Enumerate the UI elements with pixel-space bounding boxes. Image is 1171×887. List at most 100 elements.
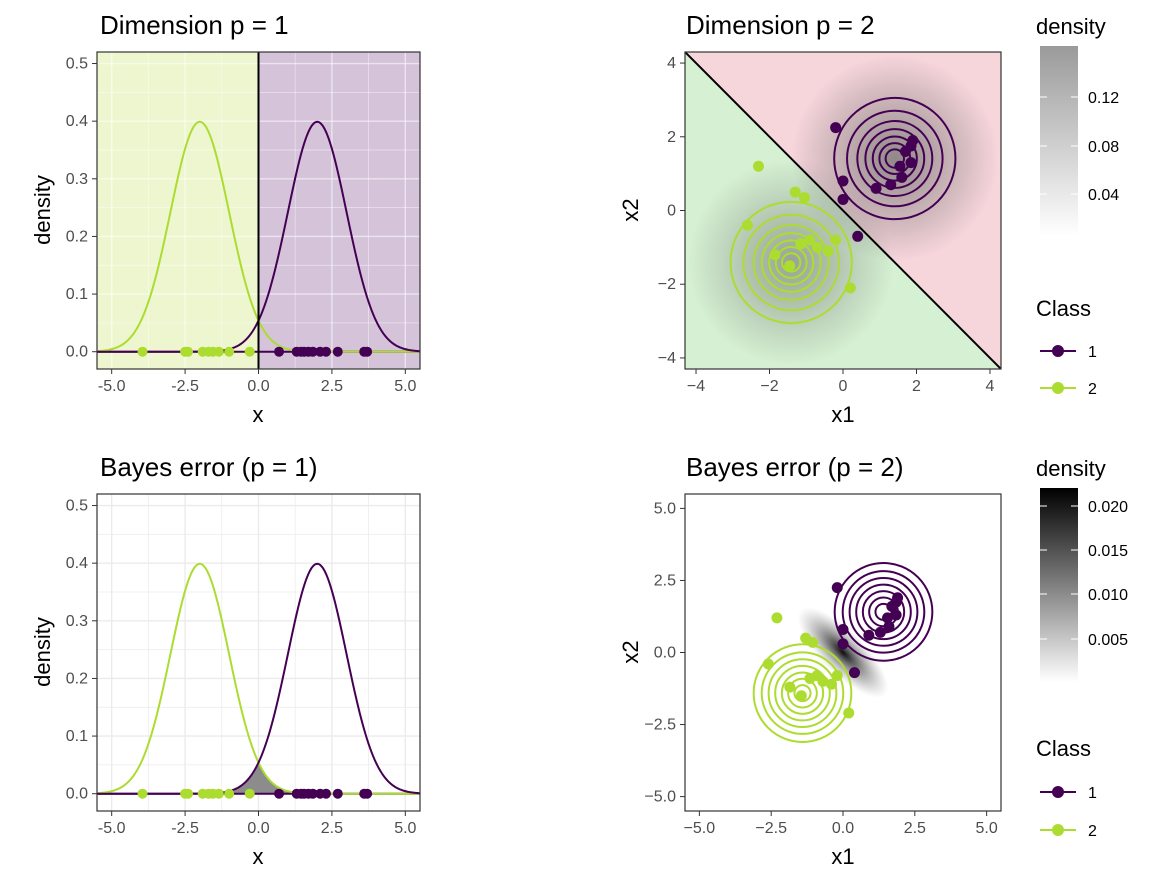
panel4-ticks: −5.0 −2.5 0.0 2.5 5.0 −5.0 −2.5 0.0 2.5 5.0 <box>644 500 997 837</box>
y-tick-label: 0.5 <box>66 56 88 73</box>
panel3-plot <box>97 562 420 799</box>
panel3-ticks: -5.0 -2.5 0.0 2.5 5.0 0.0 0.1 0.2 0.3 0.4 0.5 <box>66 498 417 837</box>
x-tick-label: −2.5 <box>755 820 787 837</box>
panel1-ticks: -5.0 -2.5 0.0 2.5 5.0 0.0 0.1 0.2 0.3 0.4 0.5 <box>66 56 417 395</box>
data-point-class1 <box>882 612 894 624</box>
colorbar1-label: 0.04 <box>1088 187 1119 204</box>
data-point-class1 <box>892 592 904 604</box>
panel1-ylabel: density <box>30 175 55 245</box>
contour-class2 <box>752 223 830 301</box>
x-tick-label: -5.0 <box>98 378 126 395</box>
legend2-label-2: 2 <box>1088 823 1097 840</box>
data-point-class1 <box>885 179 897 191</box>
contour-class1 <box>841 570 926 654</box>
legend1-key-1: 1 <box>1040 344 1097 361</box>
x-tick-label: −5.0 <box>684 820 716 837</box>
colorbar1-title: density <box>1036 14 1106 39</box>
data-point-class2 <box>213 346 224 357</box>
data-point-class2 <box>771 612 783 624</box>
data-point-class1 <box>274 788 285 799</box>
data-point-class1 <box>837 193 849 205</box>
y-tick-label: 0.2 <box>66 670 88 687</box>
contour-class2 <box>780 671 825 715</box>
panel3-ylabel: density <box>30 617 55 687</box>
y-tick-label: 0.1 <box>66 728 88 745</box>
contour-class2 <box>767 658 838 729</box>
y-tick-label: 2.5 <box>654 572 676 589</box>
x-tick-label: 5.0 <box>394 378 416 395</box>
contour-class1 <box>855 583 912 641</box>
panel4-ylabel: x2 <box>618 640 643 663</box>
x-tick-label: -2.5 <box>171 820 199 837</box>
x-tick-label: 2.5 <box>321 378 343 395</box>
contour-class2 <box>768 239 815 286</box>
data-point-class2 <box>826 678 838 690</box>
y-tick-label: 0.0 <box>66 786 88 803</box>
data-point-class1 <box>907 134 919 146</box>
x-tick-label: 4 <box>986 378 995 395</box>
panel4-frame <box>684 493 1002 812</box>
colorbar2-labels: 0.020 0.015 0.010 0.005 <box>1088 499 1128 649</box>
data-point-class1 <box>321 788 332 799</box>
data-point-class1 <box>863 629 875 641</box>
y-tick-label: −2.5 <box>644 717 676 734</box>
data-point-class1 <box>848 667 860 679</box>
y-tick-label: 0.4 <box>66 555 88 572</box>
x-tick-label: 0.0 <box>247 820 269 837</box>
colorbar1-label: 0.08 <box>1088 139 1119 156</box>
data-point-class2 <box>224 788 235 799</box>
data-point-class2 <box>137 346 148 357</box>
colorbar1 <box>1040 46 1078 236</box>
data-point-class1 <box>362 346 373 357</box>
legend1-key-2: 2 <box>1040 381 1097 398</box>
data-point-class2 <box>224 346 235 357</box>
data-point-class2 <box>183 346 194 357</box>
data-point-class2 <box>183 788 194 799</box>
contour-class2 <box>793 684 812 703</box>
data-point-class2 <box>843 707 855 719</box>
data-point-class1 <box>362 788 373 799</box>
x-tick-label: 2.5 <box>904 820 926 837</box>
x-tick-label: 0 <box>839 378 848 395</box>
contour-class1 <box>846 109 944 208</box>
contour-class2 <box>787 677 818 709</box>
data-point-class1 <box>332 346 343 357</box>
data-point-class2 <box>795 690 807 702</box>
y-tick-label: 0.3 <box>66 171 88 188</box>
data-point-class2 <box>795 238 807 250</box>
y-tick-label: 0 <box>667 203 676 220</box>
contour-class1 <box>833 96 957 221</box>
panel2-ylabel: x2 <box>618 198 643 221</box>
x-tick-label: 5.0 <box>976 820 998 837</box>
legend2-label-1: 1 <box>1088 785 1097 802</box>
data-point-class2 <box>769 249 781 261</box>
contour-class1 <box>871 135 918 182</box>
y-tick-label: −4 <box>658 350 676 367</box>
data-point-class2 <box>804 234 816 246</box>
region-class2 <box>97 52 259 369</box>
bayes-error-area <box>193 762 324 794</box>
y-tick-label: 0.0 <box>66 344 88 361</box>
x-tick-label: −2 <box>760 378 778 395</box>
data-point-class1 <box>831 582 843 594</box>
contour-class2 <box>752 643 853 743</box>
panel3-xlabel: x <box>253 844 264 869</box>
colorbar2-label: 0.020 <box>1088 499 1128 516</box>
data-point-class1 <box>837 638 849 650</box>
legend2-key-1: 1 <box>1040 785 1097 802</box>
data-point-class2 <box>817 675 829 687</box>
x-tick-label: -5.0 <box>98 820 126 837</box>
data-point-class2 <box>798 192 810 204</box>
colorbar2-label: 0.010 <box>1088 587 1128 604</box>
data-point-class2 <box>213 788 224 799</box>
data-point-class2 <box>762 658 774 670</box>
legend2-key-2: 2 <box>1040 823 1097 840</box>
contour-class2 <box>774 246 808 279</box>
panel1-plot <box>97 52 420 369</box>
y-tick-label: 0.2 <box>66 228 88 245</box>
y-tick-label: 0.3 <box>66 613 88 630</box>
y-tick-label: 5.0 <box>654 500 676 517</box>
x-tick-label: 5.0 <box>394 820 416 837</box>
x-tick-label: 0.0 <box>832 820 854 837</box>
